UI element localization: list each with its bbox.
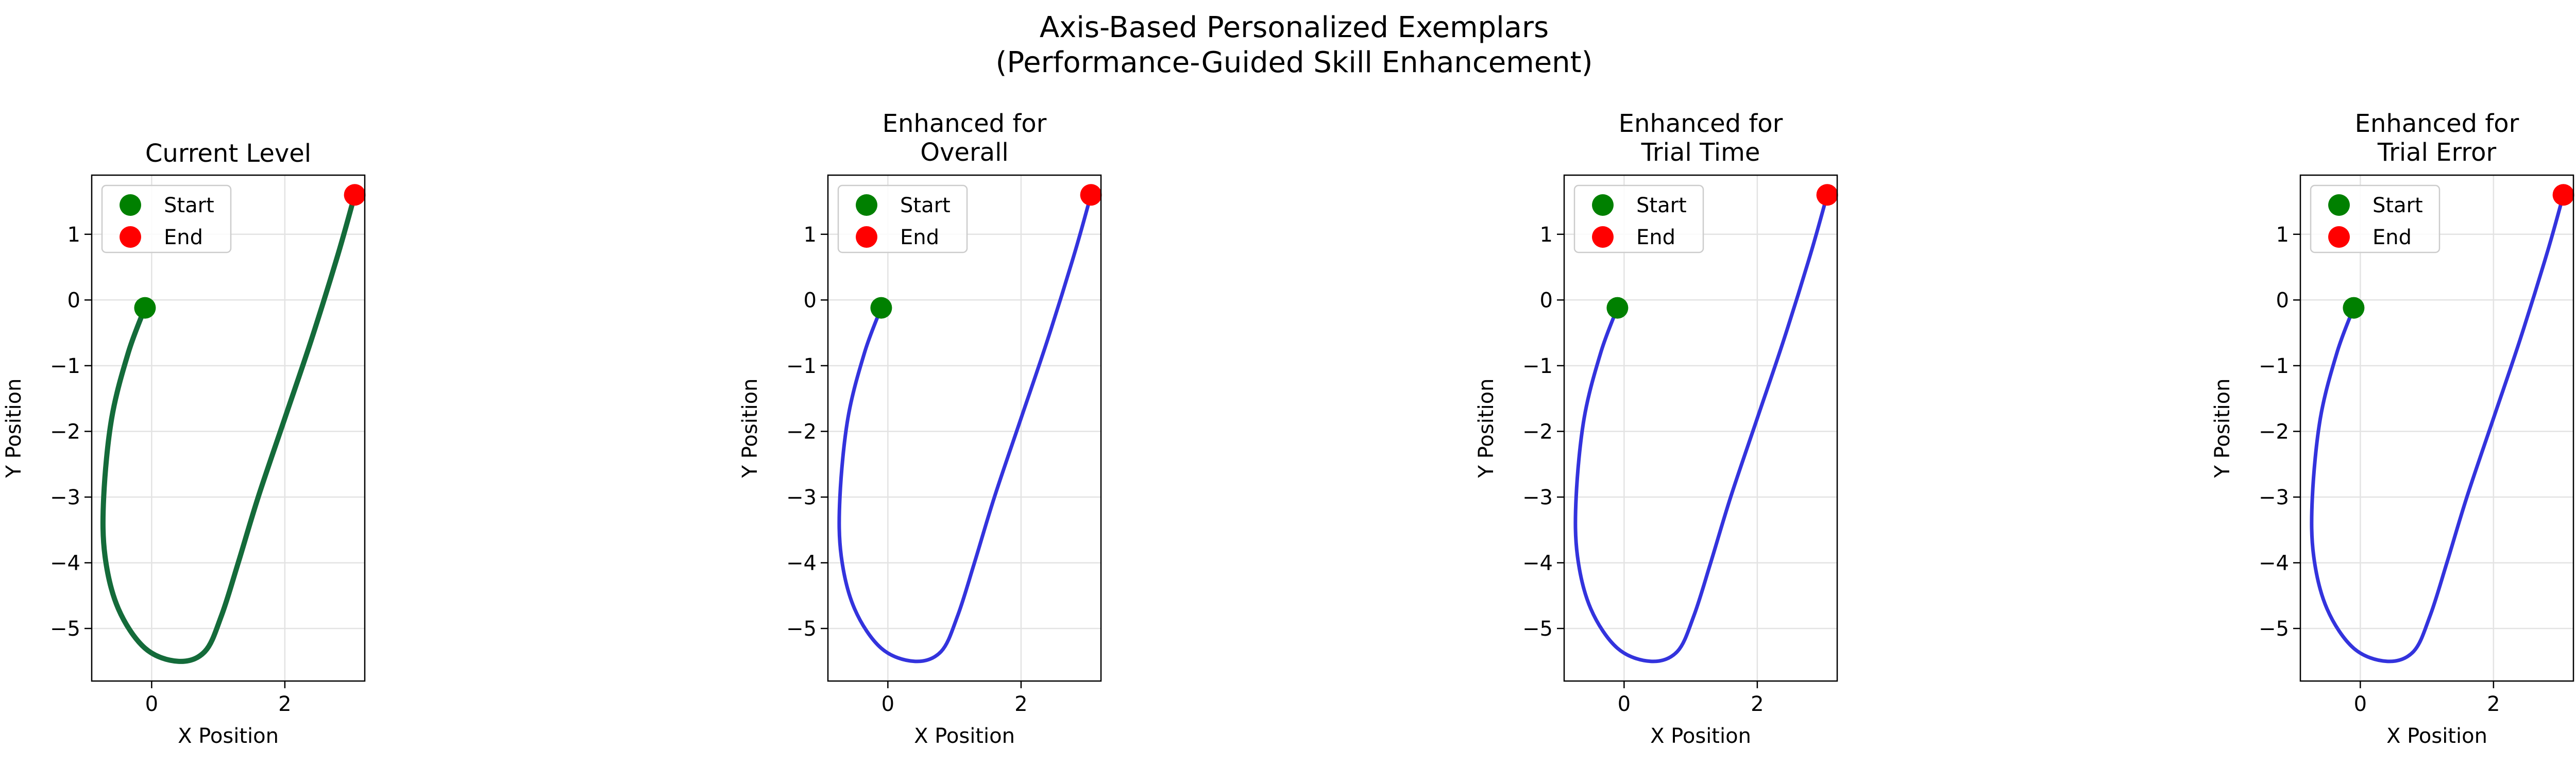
y-tick-label: −2 xyxy=(2259,420,2289,444)
legend-marker-start xyxy=(120,194,141,216)
legend-marker-start xyxy=(856,194,877,216)
x-tick-label: 0 xyxy=(882,692,894,716)
y-axis-label: Y Position xyxy=(2,379,26,479)
y-tick-label: 0 xyxy=(804,288,817,312)
trajectory-line xyxy=(837,193,1093,664)
start-marker xyxy=(134,297,156,319)
legend-label-start: Start xyxy=(900,194,951,217)
y-tick-label: −4 xyxy=(2259,551,2289,575)
y-tick-label: −2 xyxy=(786,420,817,444)
subplot-title-line2: Trial Error xyxy=(2377,138,2497,167)
y-tick-label: −5 xyxy=(1522,617,1553,641)
y-tick-label: −5 xyxy=(50,617,80,641)
legend-label-end: End xyxy=(164,226,203,249)
y-tick-label: −1 xyxy=(50,354,80,378)
legend: Start End xyxy=(837,184,968,253)
x-tick-label: 0 xyxy=(1618,692,1631,716)
subplot-4: 0 2 1 0 −1 −2 −3 −4 −5 Start End Enhanced forTrial … xyxy=(2211,109,2574,748)
legend-label-end: End xyxy=(2372,226,2412,249)
legend-label-start: Start xyxy=(2372,194,2423,217)
end-marker xyxy=(1816,184,1838,206)
subplot-title-line2: Trial Time xyxy=(1641,138,1760,167)
figure-title-line1: Axis-Based Personalized Exemplars xyxy=(1040,11,1549,44)
y-tick-label: −1 xyxy=(786,354,817,378)
axes-frame xyxy=(1563,174,1838,682)
axes-frame xyxy=(91,174,366,682)
x-tick-label: 0 xyxy=(145,692,158,716)
y-tick-label: −3 xyxy=(786,486,817,509)
y-tick-label: 1 xyxy=(67,223,80,247)
legend-marker-start xyxy=(2328,194,2350,216)
x-axis-label: X Position xyxy=(178,724,279,748)
y-tick-label: −3 xyxy=(2259,486,2289,509)
x-tick-label: 2 xyxy=(2487,692,2500,716)
subplot-3: 0 2 1 0 −1 −2 −3 −4 −5 Start End Enhanced forTrial … xyxy=(1475,109,1838,748)
y-axis-label: Y Position xyxy=(2211,379,2234,479)
x-axis-label: X Position xyxy=(2386,724,2487,748)
legend-marker-end xyxy=(1592,226,1614,248)
trajectory-line xyxy=(2310,193,2566,664)
x-tick-label: 2 xyxy=(1751,692,1764,716)
legend-label-end: End xyxy=(900,226,939,249)
x-tick-label: 0 xyxy=(2354,692,2367,716)
y-tick-label: −1 xyxy=(1522,354,1553,378)
y-tick-label: 0 xyxy=(1540,288,1553,312)
y-tick-label: 1 xyxy=(804,223,817,247)
x-axis-label: X Position xyxy=(914,724,1015,748)
y-tick-label: −2 xyxy=(50,420,80,444)
trajectory-line xyxy=(1573,193,1829,664)
y-tick-label: −3 xyxy=(50,486,80,509)
y-tick-label: 1 xyxy=(2276,223,2289,247)
legend-marker-end xyxy=(120,226,141,248)
y-axis-label: Y Position xyxy=(1475,379,1498,479)
legend-label-start: Start xyxy=(164,194,214,217)
legend: Start End xyxy=(1573,184,1704,253)
y-tick-label: −2 xyxy=(1522,420,1553,444)
subplot-title-line1: Current Level xyxy=(145,139,311,168)
y-tick-label: −4 xyxy=(786,551,817,575)
y-tick-label: −4 xyxy=(50,551,80,575)
axes-frame xyxy=(827,174,1102,682)
y-tick-label: −4 xyxy=(1522,551,1553,575)
y-tick-label: 1 xyxy=(1540,223,1553,247)
x-tick-label: 2 xyxy=(278,692,291,716)
x-axis-label: X Position xyxy=(1650,724,1751,748)
subplot-title-line1: Enhanced for xyxy=(2355,109,2519,138)
end-marker xyxy=(344,184,366,206)
subplot-title-line1: Enhanced for xyxy=(1619,109,1783,138)
legend-marker-end xyxy=(2328,226,2350,248)
legend-label-end: End xyxy=(1636,226,1675,249)
end-marker xyxy=(1080,184,1102,206)
y-tick-label: −3 xyxy=(1522,486,1553,509)
legend-label-start: Start xyxy=(1636,194,1687,217)
subplot-title-line1: Enhanced for xyxy=(883,109,1047,138)
legend: Start End xyxy=(101,184,232,253)
end-marker xyxy=(2552,184,2574,206)
y-tick-label: −5 xyxy=(786,617,817,641)
y-tick-label: 0 xyxy=(67,288,80,312)
subplot-1: 0 2 1 0 −1 −2 −3 −4 −5 Start End Current Level X Pos… xyxy=(2,139,366,748)
axes-frame xyxy=(2299,174,2574,682)
y-tick-label: −5 xyxy=(2259,617,2289,641)
subplot-title-line2: Overall xyxy=(920,138,1009,167)
legend-marker-start xyxy=(1592,194,1614,216)
x-tick-label: 2 xyxy=(1014,692,1027,716)
legend: Start End xyxy=(2310,184,2441,253)
y-tick-label: 0 xyxy=(2276,288,2289,312)
subplots: 0 2 1 0 −1 −2 −3 −4 −5 Start End Current Level X Pos… xyxy=(2,109,2574,748)
start-marker xyxy=(2343,297,2365,319)
figure-title-line2: (Performance-Guided Skill Enhancement) xyxy=(996,46,1593,79)
start-marker xyxy=(870,297,892,319)
start-marker xyxy=(1606,297,1629,319)
y-axis-label: Y Position xyxy=(738,379,762,479)
legend-marker-end xyxy=(856,226,877,248)
subplot-2: 0 2 1 0 −1 −2 −3 −4 −5 Start End Enhanced forOveral… xyxy=(738,109,1102,748)
y-tick-label: −1 xyxy=(2259,354,2289,378)
trajectory-line xyxy=(100,192,358,664)
